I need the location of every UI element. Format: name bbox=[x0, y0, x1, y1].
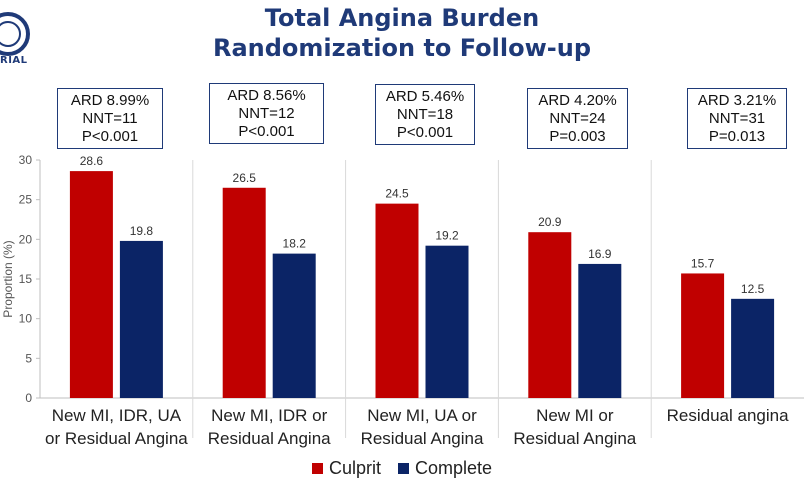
data-label: 15.7 bbox=[691, 256, 715, 270]
trial-logo-icon bbox=[0, 12, 30, 56]
legend-swatch-culprit bbox=[311, 463, 323, 474]
data-label: 18.2 bbox=[283, 237, 307, 251]
stat-ard: ARD 8.99% bbox=[70, 92, 150, 109]
data-label: 19.2 bbox=[435, 229, 459, 243]
x-category-label: Residual Angina bbox=[361, 429, 484, 448]
bar-culprit bbox=[69, 171, 113, 398]
bar-complete bbox=[272, 253, 316, 398]
stat-nnt: NNT=18 bbox=[396, 106, 454, 123]
y-axis-title: Proportion (%) bbox=[1, 240, 15, 317]
data-label: 19.8 bbox=[130, 224, 154, 238]
bar-culprit bbox=[528, 232, 572, 398]
x-category-label: Residual angina bbox=[667, 406, 789, 425]
bar-complete bbox=[425, 245, 469, 398]
x-category-label: New MI, IDR, UA bbox=[52, 406, 182, 425]
stat-nnt: NNT=11 bbox=[82, 110, 138, 127]
stat-box-2: ARD 8.56% NNT=12 P<0.001 bbox=[209, 83, 324, 144]
bar-complete bbox=[578, 263, 622, 398]
stat-ard: ARD 8.56% bbox=[227, 87, 306, 104]
stat-nnt: NNT=31 bbox=[708, 110, 766, 127]
stat-box-4: ARD 4.20% NNT=24 P=0.003 bbox=[527, 88, 628, 149]
bar-culprit bbox=[375, 203, 419, 398]
legend-swatch-complete bbox=[397, 463, 409, 474]
stat-box-3: ARD 5.46% NNT=18 P<0.001 bbox=[375, 84, 475, 145]
bar-culprit bbox=[681, 273, 725, 398]
y-tick-label: 5 bbox=[25, 351, 32, 365]
bar-complete bbox=[119, 240, 163, 398]
legend-item-culprit: Culprit bbox=[311, 458, 381, 479]
data-label: 16.9 bbox=[588, 247, 612, 261]
page-subtitle: Randomization to Follow-up bbox=[212, 34, 592, 62]
stat-ard: ARD 5.46% bbox=[385, 88, 465, 105]
x-category-label: New MI, UA or bbox=[367, 406, 477, 425]
stat-p: P=0.013 bbox=[708, 128, 766, 145]
y-tick-label: 10 bbox=[19, 312, 33, 326]
data-label: 26.5 bbox=[233, 171, 257, 185]
data-label: 24.5 bbox=[385, 187, 409, 201]
stat-p: P<0.001 bbox=[238, 123, 295, 140]
y-tick-label: 20 bbox=[19, 232, 33, 246]
data-label: 28.6 bbox=[80, 154, 104, 168]
legend-label-culprit: Culprit bbox=[328, 458, 381, 478]
stat-p: P<0.001 bbox=[81, 128, 139, 145]
stat-p: P=0.003 bbox=[549, 128, 606, 145]
stat-nnt: NNT=12 bbox=[238, 105, 295, 122]
x-category-label: Residual Angina bbox=[513, 429, 636, 448]
y-tick-label: 30 bbox=[19, 153, 33, 167]
y-tick-label: 25 bbox=[19, 193, 33, 207]
legend-item-complete: Complete bbox=[397, 458, 493, 479]
legend: Culprit Complete bbox=[0, 458, 804, 479]
stat-box-5: ARD 3.21% NNT=31 P=0.013 bbox=[687, 88, 787, 149]
y-tick-label: 15 bbox=[19, 272, 33, 286]
x-category-label: New MI or bbox=[536, 406, 614, 425]
bar-complete bbox=[731, 298, 775, 398]
logo-text: RIAL bbox=[0, 55, 28, 66]
y-tick-label: 0 bbox=[25, 391, 32, 405]
stat-ard: ARD 4.20% bbox=[538, 92, 617, 109]
page-title: Total Angina Burden bbox=[264, 4, 540, 32]
x-category-label: Residual Angina bbox=[208, 429, 331, 448]
bar-culprit bbox=[222, 187, 266, 398]
x-category-label: or Residual Angina bbox=[45, 429, 188, 448]
stat-p: P<0.001 bbox=[396, 124, 454, 141]
stat-nnt: NNT=24 bbox=[549, 110, 606, 127]
stat-ard: ARD 3.21% bbox=[697, 92, 777, 109]
x-category-label: New MI, IDR or bbox=[211, 406, 328, 425]
data-label: 20.9 bbox=[538, 215, 562, 229]
legend-label-complete: Complete bbox=[414, 458, 493, 478]
stat-box-1: ARD 8.99% NNT=11 P<0.001 bbox=[57, 88, 163, 149]
data-label: 12.5 bbox=[741, 282, 765, 296]
